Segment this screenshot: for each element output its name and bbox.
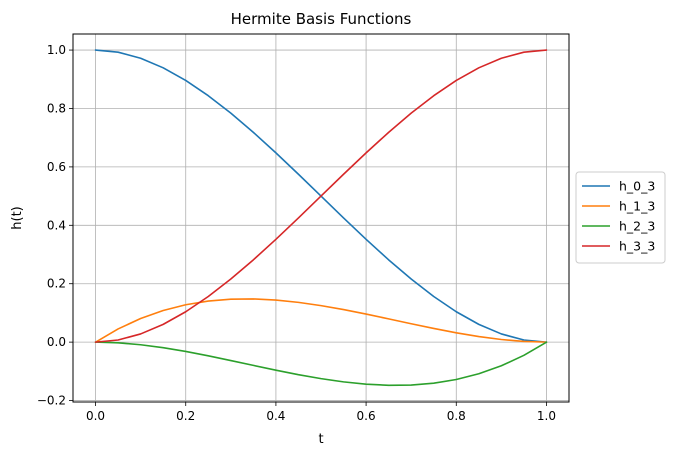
y-tick-label: 0.8 (47, 101, 66, 115)
x-tick-label: 0.4 (266, 409, 285, 423)
legend: h_0_3 h_1_3 h_2_3 h_3_3 (575, 171, 666, 264)
y-tick-label: 0.2 (47, 277, 66, 291)
grid (73, 34, 569, 402)
x-tick-label: 0.6 (357, 409, 376, 423)
series-lines (94, 49, 548, 387)
y-tick-label: 0.0 (47, 335, 66, 349)
x-tick-label: 0.2 (176, 409, 195, 423)
x-axis-ticks: 0.0 0.2 0.4 0.6 0.8 1.0 (86, 402, 556, 423)
x-tick-label: 0.8 (447, 409, 466, 423)
legend-box (575, 171, 666, 264)
legend-label: h_1_3 (619, 199, 655, 214)
legend-label: h_0_3 (619, 179, 655, 194)
x-tick-label: 0.0 (86, 409, 105, 423)
series-line-h-1-3 (94, 298, 548, 343)
legend-label: h_2_3 (619, 219, 655, 234)
y-tick-label: −0.2 (37, 394, 66, 408)
chart-title: Hermite Basis Functions (231, 10, 412, 28)
y-tick-label: 0.6 (47, 160, 66, 174)
series-line-h-2-3 (94, 341, 548, 387)
legend-label: h_3_3 (619, 239, 655, 254)
series-line-h-3-3 (94, 49, 548, 343)
x-axis-label: t (318, 432, 323, 447)
y-axis-label: h(t) (10, 206, 25, 229)
y-axis-ticks: −0.2 0.0 0.2 0.4 0.6 0.8 1.0 (37, 43, 73, 408)
x-tick-label: 1.0 (537, 409, 556, 423)
y-tick-label: 0.4 (47, 218, 66, 232)
plot-frame (72, 33, 570, 403)
y-tick-label: 1.0 (47, 43, 66, 57)
